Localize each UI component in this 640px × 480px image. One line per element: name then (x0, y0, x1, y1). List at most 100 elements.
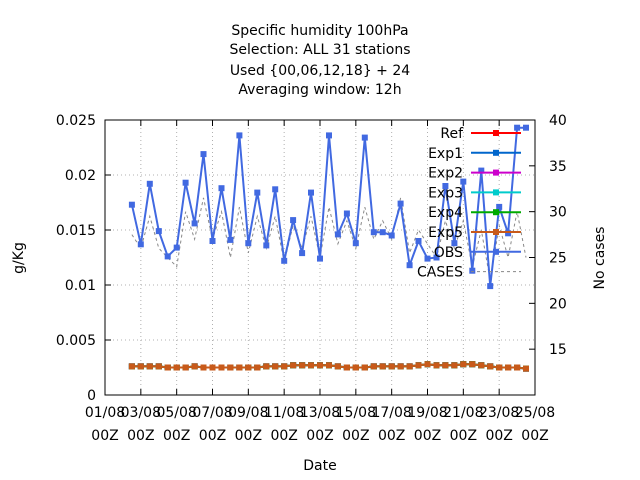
point-exp5 (254, 364, 261, 371)
y-axis-ticks: 0 0.005 0.01 0.015 0.02 0.025 (56, 113, 111, 404)
x-tick-label-hour: 00Z (199, 428, 226, 444)
point-obs (146, 180, 153, 187)
x-tick-label-hour: 00Z (235, 428, 262, 444)
point-obs (433, 254, 440, 261)
point-obs (281, 257, 288, 264)
point-exp5 (523, 365, 529, 372)
point-obs (487, 283, 494, 290)
point-exp5 (200, 364, 207, 371)
point-exp5 (460, 361, 467, 368)
point-exp5 (227, 364, 234, 371)
legend-label-exp3: Exp3 (428, 185, 463, 201)
point-obs (442, 183, 449, 189)
point-exp5 (352, 364, 359, 371)
x-tick-label-hour: 00Z (414, 428, 441, 444)
x-tick-label-date: 15/08 (336, 405, 376, 421)
x-tick-label-hour: 00Z (91, 428, 118, 444)
title-line-1: Specific humidity 100hPa (231, 23, 408, 39)
point-obs (505, 230, 512, 237)
point-obs (245, 240, 252, 247)
point-obs (424, 255, 431, 262)
point-obs (200, 151, 207, 158)
point-exp5 (514, 364, 521, 371)
point-obs (361, 134, 368, 141)
x-axis-ticks: 01/0800Z03/0800Z05/0800Z07/0800Z09/0800Z… (85, 120, 555, 444)
x-tick-label-date: 11/08 (264, 405, 304, 421)
legend-marker-exp2 (493, 169, 499, 176)
point-exp5 (334, 363, 341, 370)
x-tick-label-date: 25/08 (515, 405, 555, 421)
x-tick-label-date: 01/08 (85, 405, 125, 421)
point-obs (379, 229, 386, 236)
point-obs (290, 217, 297, 224)
legend-marker-ref (493, 130, 499, 136)
point-exp5 (290, 362, 297, 369)
legend-marker-obs (493, 248, 499, 255)
point-obs (478, 167, 485, 174)
point-obs (182, 179, 189, 186)
point-exp5 (415, 362, 422, 369)
x-tick-label-date: 19/08 (407, 405, 447, 421)
point-exp5 (343, 364, 350, 371)
point-obs (469, 267, 476, 274)
point-obs (191, 220, 198, 227)
point-obs (227, 236, 234, 243)
x-tick-label-hour: 00Z (378, 428, 405, 444)
point-obs (352, 240, 359, 247)
point-obs (317, 255, 323, 262)
point-obs (343, 210, 350, 217)
point-exp5 (442, 362, 449, 369)
point-obs (370, 229, 377, 236)
point-exp5 (469, 361, 476, 368)
x-tick-label-date: 05/08 (156, 405, 196, 421)
point-exp5 (128, 363, 135, 370)
point-exp5 (308, 362, 314, 369)
y-tick-label: 0.02 (65, 168, 96, 184)
point-exp5 (388, 363, 395, 370)
y-tick-label: 0.005 (56, 333, 96, 349)
chart-title: Specific humidity 100hPa Selection: ALL … (229, 23, 410, 98)
x-tick-label-hour: 00Z (521, 428, 548, 444)
legend: Ref Exp1 Exp2 Exp3 Exp4 Exp5 OBS CASES (417, 126, 521, 281)
y2-axis-ticks: 15 20 25 30 35 40 (529, 113, 567, 358)
point-obs (523, 124, 529, 131)
point-exp5 (505, 364, 512, 371)
x-tick-label-hour: 00Z (163, 428, 190, 444)
point-obs (137, 241, 144, 248)
point-obs (128, 201, 135, 208)
point-exp5 (370, 363, 377, 370)
y-tick-label: 0.01 (65, 278, 96, 294)
point-obs (406, 262, 413, 269)
legend-marker-exp1 (493, 149, 499, 156)
legend-label-obs: OBS (434, 245, 463, 261)
point-exp5 (317, 362, 323, 369)
data-series (128, 124, 529, 372)
x-tick-label-hour: 00Z (270, 428, 297, 444)
point-obs (263, 242, 270, 249)
point-exp5 (379, 363, 386, 370)
legend-label-exp1: Exp1 (428, 146, 463, 162)
x-tick-label-date: 21/08 (443, 405, 483, 421)
title-line-4: Averaging window: 12h (238, 82, 401, 98)
point-exp5 (137, 363, 144, 370)
point-exp5 (299, 362, 306, 369)
point-obs (164, 253, 171, 260)
x-tick-label-date: 23/08 (479, 405, 519, 421)
x-tick-label-date: 17/08 (371, 405, 411, 421)
point-obs (388, 232, 395, 239)
point-obs (326, 132, 332, 139)
point-obs (460, 178, 467, 185)
point-exp5 (487, 363, 494, 370)
x-tick-label-hour: 00Z (450, 428, 477, 444)
point-exp5 (263, 363, 270, 370)
point-exp5 (496, 364, 503, 371)
point-obs (299, 250, 306, 257)
y2-tick-label: 25 (549, 251, 567, 267)
x-tick-label-hour: 00Z (306, 428, 333, 444)
title-line-2: Selection: ALL 31 stations (229, 42, 410, 58)
y-tick-label: 0.025 (56, 113, 96, 129)
y-axis-label: g/Kg (11, 242, 27, 274)
point-exp5 (164, 364, 171, 371)
point-exp5 (155, 363, 162, 370)
